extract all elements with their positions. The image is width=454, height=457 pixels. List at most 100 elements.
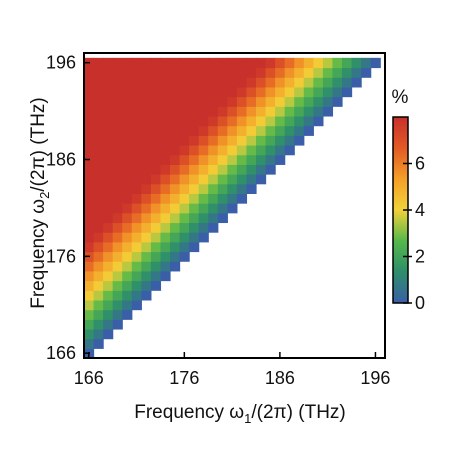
heatmap-cell [256, 174, 267, 185]
heatmap-cell [198, 125, 209, 136]
heatmap-cell [93, 164, 104, 175]
heatmap-cell [84, 86, 95, 98]
heatmap-cell [160, 251, 171, 262]
heatmap-cell [84, 106, 95, 117]
heatmap-cell [122, 203, 133, 214]
heatmap-cell [93, 309, 104, 320]
heatmap-cell [131, 212, 142, 224]
heatmap-cell [217, 115, 228, 127]
heatmap-cell [131, 241, 142, 253]
heatmap-cell [160, 154, 171, 165]
heatmap-cell [93, 154, 104, 165]
heatmap-cell [246, 115, 257, 127]
heatmap-cell [103, 96, 114, 107]
heatmap-cell [189, 174, 200, 185]
heatmap-cell [160, 57, 171, 69]
heatmap-cell [150, 115, 162, 127]
heatmap-cell [256, 154, 267, 165]
heatmap-cell [170, 183, 181, 194]
heatmap-cell [208, 135, 219, 146]
heatmap-cell [112, 261, 123, 272]
heatmap-cell [103, 299, 114, 311]
heatmap-cell [160, 270, 171, 282]
heatmap-cell [103, 290, 114, 301]
heatmap-cell [170, 115, 181, 127]
heatmap-cell [217, 125, 228, 136]
heatmap-cell [103, 67, 114, 78]
heatmap-cell [217, 57, 228, 69]
heatmap-cell [179, 57, 190, 69]
heatmap-cell [160, 96, 171, 107]
heatmap-cell [160, 174, 171, 185]
heatmap-cell [84, 280, 95, 291]
heatmap-cell [131, 280, 142, 291]
heatmap-cell [208, 57, 219, 69]
heatmap-cell [198, 232, 209, 243]
heatmap-cell [217, 144, 228, 156]
heatmap-cell [246, 77, 257, 88]
x-axis-label: Frequency ω1/(2π) (THz) [134, 402, 346, 426]
y-tick-label: 196 [46, 53, 76, 73]
heatmap-cell [131, 144, 142, 156]
heatmap-cell [179, 144, 190, 156]
heatmap-cell [84, 174, 95, 185]
heatmap-cell [170, 154, 181, 165]
heatmap-cell [84, 328, 95, 340]
heatmap-cell [122, 115, 133, 127]
heatmap-cell [236, 164, 248, 175]
heatmap-cell [179, 67, 190, 78]
heatmap-cell [227, 154, 238, 165]
heatmap-cell [160, 232, 171, 243]
heatmap-cell [84, 164, 95, 175]
heatmap-cell [227, 164, 238, 175]
heatmap-cell [284, 57, 295, 69]
heatmap-cell [189, 67, 200, 78]
heatmap-cell [160, 86, 171, 98]
heatmap-cell [103, 57, 114, 69]
heatmap-cell [170, 125, 181, 136]
heatmap-cell [84, 261, 95, 272]
heatmap-cell [150, 183, 162, 194]
heatmap-cell [313, 67, 324, 78]
heatmap-cell [198, 57, 209, 69]
heatmap-cell [265, 164, 276, 175]
heatmap-cell [150, 154, 162, 165]
heatmap-cell [170, 261, 181, 272]
colorbar-tick-label: 2 [415, 247, 425, 267]
heatmap-cell [189, 232, 200, 243]
heatmap-cell [332, 86, 343, 98]
heatmap-cell [160, 222, 171, 233]
heatmap-cell [227, 57, 238, 69]
heatmap-cell [246, 183, 257, 194]
heatmap-cell [122, 67, 133, 78]
heatmap-cell [256, 125, 267, 136]
heatmap-cell [313, 57, 324, 69]
heatmap-cell [103, 106, 114, 117]
heatmap-cell [303, 67, 314, 78]
heatmap-cell [122, 251, 133, 262]
heatmap-cell [208, 96, 219, 107]
heatmap-cell [303, 86, 314, 98]
heatmap-cell [93, 319, 104, 330]
x-tick-label: 166 [74, 368, 104, 388]
heatmap-cell [179, 154, 190, 165]
heatmap-cell [160, 125, 171, 136]
heatmap-cell [284, 115, 295, 127]
x-tick-label: 196 [360, 368, 390, 388]
heatmap-cell [150, 241, 162, 253]
heatmap-cell [141, 280, 152, 291]
heatmap-cell [342, 67, 353, 78]
heatmap-cell [131, 154, 142, 165]
heatmap-cell [170, 193, 181, 204]
heatmap-cell [246, 57, 257, 69]
heatmap-cell [236, 174, 248, 185]
heatmap-cell [198, 77, 209, 88]
heatmap-cell [112, 241, 123, 253]
heatmap-cell [103, 183, 114, 194]
heatmap-cell [275, 154, 286, 165]
heatmap-cell [256, 106, 267, 117]
heatmap-cell [265, 86, 276, 98]
heatmap-cell [246, 135, 257, 146]
heatmap-cell [208, 154, 219, 165]
